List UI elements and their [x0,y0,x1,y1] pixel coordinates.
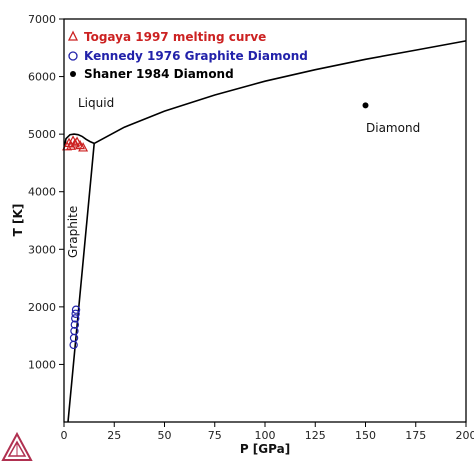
legend-marker-shaner [70,71,76,77]
data-point-series2-0 [362,102,369,109]
phase-boundaries [63,40,467,423]
data-point-series1-0 [69,340,78,350]
data-point-series1-2 [70,326,79,336]
x-tick-label: 100 [255,429,276,442]
annotation-graphite: Graphite [66,206,80,258]
y-tick-label: 4000 [28,186,56,199]
y-tick-label: 1000 [28,358,56,371]
annotation-liquid: Liquid [78,96,114,110]
legend-marker-togaya [67,30,79,41]
x-tick-label: 0 [61,429,68,442]
data-point-series0-7 [78,142,89,152]
data-point-series1-4 [71,314,80,323]
x-tick-label: 50 [158,429,172,442]
data-point-series1-3 [70,320,80,329]
x-tick-label: 25 [107,429,121,442]
boundary-graphite-diamond [67,143,95,423]
x-axis-label: P [GPa] [240,442,290,456]
data-point-series1-5 [71,309,80,318]
data-point-series0-5 [72,136,83,146]
boundary-diamond-liquid [93,40,467,145]
y-tick-label: 6000 [28,71,56,84]
legend-marker-kennedy [68,51,78,61]
boundary-graphite-liquid [63,133,95,149]
data-markers [62,102,369,350]
legend-label-kennedy: Kennedy 1976 Graphite Diamond [84,49,308,63]
legend-label-shaner: Shaner 1984 Diamond [84,67,234,81]
x-tick-label: 150 [355,429,376,442]
data-point-series0-4 [70,138,81,148]
y-axis-ticks: 1000 2000 3000 4000 5000 6000 7000 [28,13,64,371]
y-tick-label: 3000 [28,243,56,256]
x-tick-label: 125 [305,429,326,442]
legend: Togaya 1997 melting curve Kennedy 1976 G… [67,30,308,81]
y-axis-label: T [K] [11,204,25,237]
annotation-diamond: Diamond [366,121,420,135]
data-point-series1-6 [71,305,81,314]
legend-label-togaya: Togaya 1997 melting curve [84,30,266,44]
x-tick-label: 200 [456,429,474,442]
triangle-logo-icon [1,431,33,461]
y-tick-label: 5000 [28,128,56,141]
x-tick-label: 175 [405,429,426,442]
x-tick-label: 75 [208,429,222,442]
y-tick-label: 2000 [28,301,56,314]
x-axis-ticks: 0 25 50 75 100 125 150 175 200 [61,422,474,442]
y-tick-label: 7000 [28,13,56,26]
